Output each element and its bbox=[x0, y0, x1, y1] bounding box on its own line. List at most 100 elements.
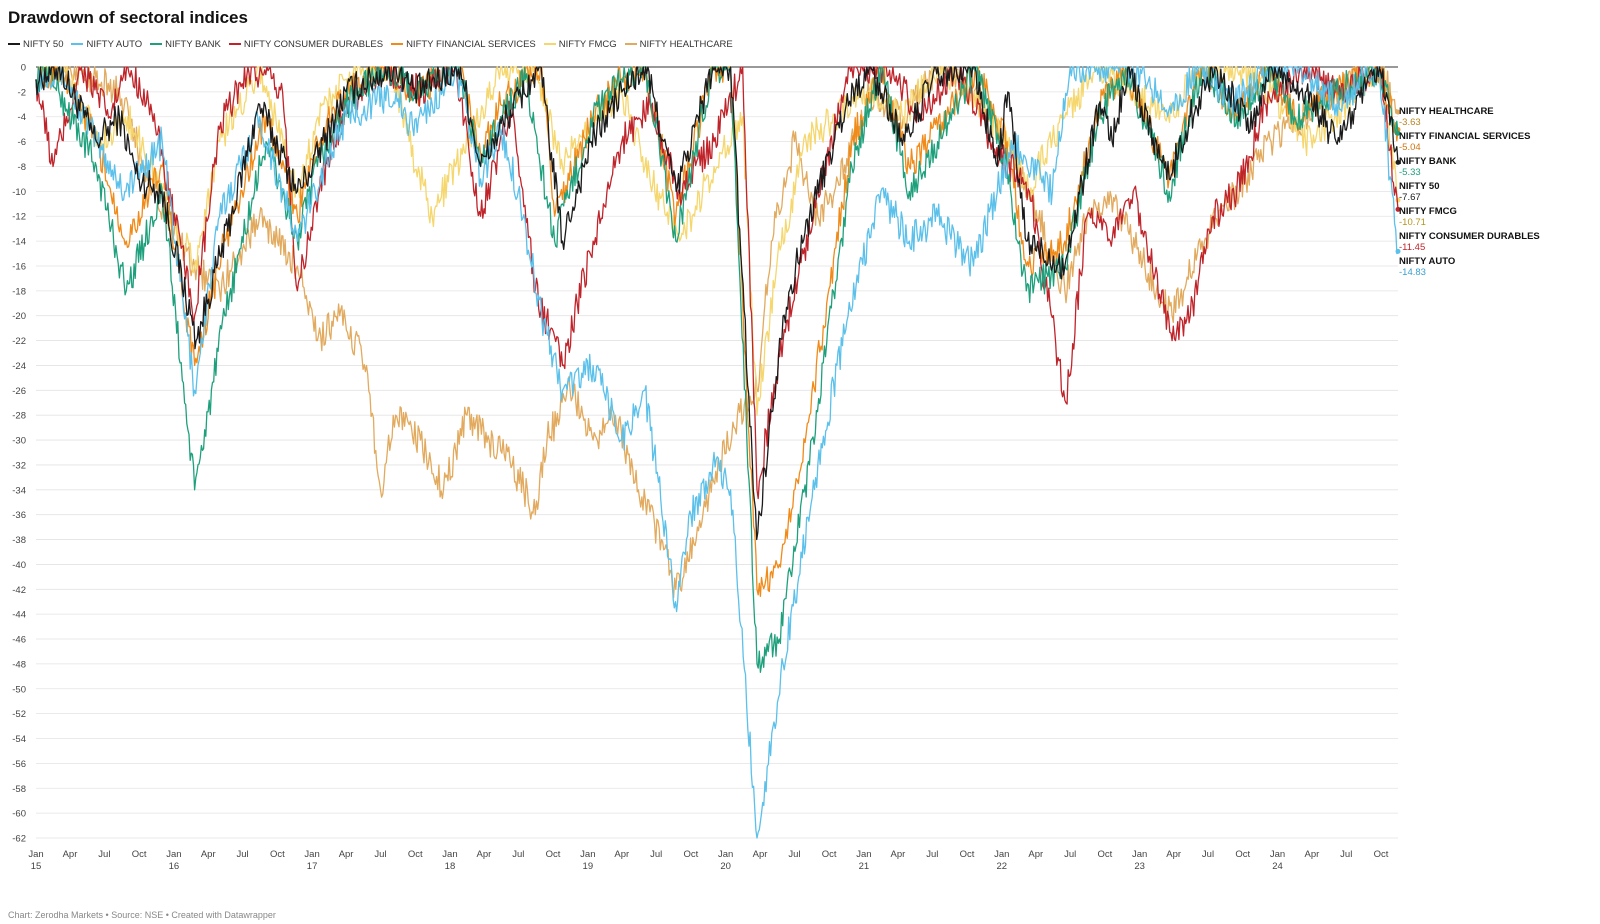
y-tick-label: -14 bbox=[12, 237, 26, 248]
legend-label: NIFTY FMCG bbox=[558, 39, 617, 50]
x-tick-year: 22 bbox=[996, 861, 1007, 872]
x-tick-label: Apr bbox=[339, 849, 354, 860]
x-tick-label: Apr bbox=[753, 849, 768, 860]
x-tick-year: 17 bbox=[307, 861, 318, 872]
series-end-dot bbox=[1395, 109, 1401, 115]
legend-item: NIFTY 50 bbox=[8, 39, 63, 50]
y-tick-label: -60 bbox=[12, 809, 26, 820]
legend-swatch bbox=[71, 43, 84, 46]
x-tick-year: 18 bbox=[445, 861, 456, 872]
y-tick-label: -4 bbox=[18, 112, 26, 123]
x-tick-label: Oct bbox=[960, 849, 975, 860]
x-tick-label: Oct bbox=[270, 849, 285, 860]
x-tick-label: Apr bbox=[891, 849, 906, 860]
end-label-value: -7.67 bbox=[1399, 192, 1421, 203]
x-tick-label: Jul bbox=[237, 849, 249, 860]
x-tick-label: Apr bbox=[1166, 849, 1181, 860]
x-tick-label: Oct bbox=[1235, 849, 1250, 860]
y-tick-label: -36 bbox=[12, 510, 26, 521]
end-label-value: -10.71 bbox=[1399, 217, 1426, 228]
x-tick-label: Jan bbox=[1132, 849, 1147, 860]
y-tick-label: -52 bbox=[12, 709, 26, 720]
end-label-value: -5.33 bbox=[1399, 167, 1421, 178]
x-tick-label: Jul bbox=[1064, 849, 1076, 860]
series-line bbox=[35, 66, 1399, 839]
y-tick-label: -20 bbox=[12, 311, 26, 322]
legend-label: NIFTY CONSUMER DURABLES bbox=[243, 39, 384, 50]
end-label-value: -14.83 bbox=[1399, 267, 1426, 278]
chart-footer: Chart: Zerodha Markets • Source: NSE • C… bbox=[8, 910, 276, 920]
y-tick-label: -10 bbox=[12, 187, 26, 198]
end-label-value: -5.04 bbox=[1399, 142, 1421, 153]
x-tick-year: 16 bbox=[169, 861, 180, 872]
y-tick-label: -16 bbox=[12, 261, 26, 272]
x-tick-year: 23 bbox=[1134, 861, 1145, 872]
legend-item: NIFTY FMCG bbox=[543, 39, 617, 50]
end-label-name: NIFTY CONSUMER DURABLES bbox=[1399, 231, 1540, 242]
legend-swatch bbox=[150, 43, 163, 46]
series-end-dot bbox=[1395, 159, 1401, 165]
x-tick-label: Oct bbox=[822, 849, 837, 860]
legend-label: NIFTY BANK bbox=[165, 39, 221, 50]
series-line bbox=[35, 66, 1399, 541]
y-tick-label: -58 bbox=[12, 784, 26, 795]
legend-swatch bbox=[8, 43, 20, 46]
legend-label: NIFTY HEALTHCARE bbox=[639, 39, 733, 50]
x-tick-label: Jan bbox=[28, 849, 43, 860]
y-tick-label: -50 bbox=[12, 684, 26, 695]
x-tick-year: 24 bbox=[1272, 861, 1283, 872]
x-tick-label: Jan bbox=[442, 849, 457, 860]
end-label-name: NIFTY 50 bbox=[1399, 181, 1439, 192]
y-tick-label: -28 bbox=[12, 411, 26, 422]
x-tick-label: Apr bbox=[1304, 849, 1319, 860]
y-tick-label: -6 bbox=[18, 137, 26, 148]
series-line bbox=[35, 66, 1399, 416]
x-tick-year: 15 bbox=[31, 861, 42, 872]
x-tick-label: Jan bbox=[166, 849, 181, 860]
y-tick-label: -46 bbox=[12, 635, 26, 646]
legend: NIFTY 50 NIFTY AUTO NIFTY BANK NIFTY CONSUM… bbox=[8, 39, 741, 50]
x-tick-label: Jul bbox=[374, 849, 386, 860]
x-tick-label: Jul bbox=[788, 849, 800, 860]
y-tick-label: -40 bbox=[12, 560, 26, 571]
y-tick-label: -30 bbox=[12, 436, 26, 447]
series-line bbox=[35, 66, 1399, 599]
end-label-name: NIFTY HEALTHCARE bbox=[1399, 106, 1494, 117]
x-tick-label: Jan bbox=[580, 849, 595, 860]
x-tick-label: Apr bbox=[201, 849, 216, 860]
x-tick-year: 19 bbox=[583, 861, 594, 872]
x-tick-label: Oct bbox=[132, 849, 147, 860]
end-label-name: NIFTY AUTO bbox=[1399, 256, 1455, 267]
x-tick-label: Jan bbox=[856, 849, 871, 860]
x-tick-label: Jul bbox=[1340, 849, 1352, 860]
y-tick-label: -24 bbox=[12, 361, 26, 372]
legend-item: NIFTY BANK bbox=[150, 39, 221, 50]
x-tick-label: Oct bbox=[546, 849, 561, 860]
series-line bbox=[35, 66, 1399, 500]
y-tick-label: -34 bbox=[12, 485, 26, 496]
series-end-dot bbox=[1395, 130, 1401, 136]
y-tick-label: -44 bbox=[12, 610, 26, 621]
x-tick-label: Jan bbox=[994, 849, 1009, 860]
x-tick-label: Oct bbox=[1374, 849, 1389, 860]
x-tick-label: Jan bbox=[1270, 849, 1285, 860]
end-label-name: NIFTY BANK bbox=[1399, 156, 1456, 167]
x-tick-label: Jul bbox=[1202, 849, 1214, 860]
y-tick-label: -48 bbox=[12, 659, 26, 670]
legend-swatch bbox=[391, 43, 404, 46]
x-tick-year: 21 bbox=[859, 861, 870, 872]
end-label-name: NIFTY FINANCIAL SERVICES bbox=[1399, 131, 1530, 142]
y-tick-label: -26 bbox=[12, 386, 26, 397]
end-label-value: -3.63 bbox=[1399, 117, 1421, 128]
x-tick-label: Oct bbox=[408, 849, 423, 860]
x-tick-label: Jul bbox=[650, 849, 662, 860]
x-tick-label: Jul bbox=[98, 849, 110, 860]
legend-label: NIFTY AUTO bbox=[86, 39, 143, 50]
y-tick-label: -42 bbox=[12, 585, 26, 596]
y-tick-label: -38 bbox=[12, 535, 26, 546]
y-tick-label: -22 bbox=[12, 336, 26, 347]
legend-swatch bbox=[624, 43, 637, 46]
y-tick-label: -12 bbox=[12, 212, 26, 223]
legend-item: NIFTY AUTO bbox=[71, 39, 142, 50]
